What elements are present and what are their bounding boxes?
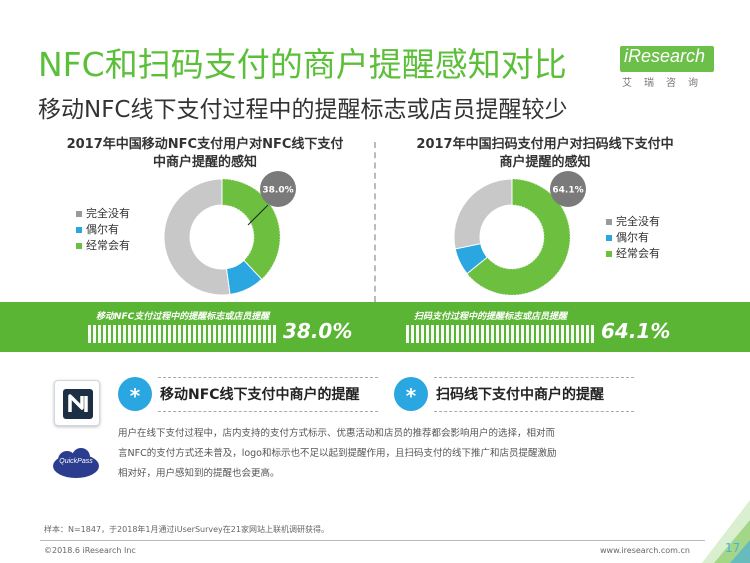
legend-label: 完全没有 (86, 207, 130, 220)
legend-item: 完全没有 (76, 206, 130, 222)
page-number: 17 (725, 541, 741, 555)
stat-nfc-value: 38.0% (283, 319, 353, 343)
chart-divider (374, 142, 376, 302)
legend-label: 偶尔有 (616, 231, 649, 244)
chart2-legend: 完全没有 偶尔有 经常会有 (606, 214, 660, 262)
chart2-title: 2017年中国扫码支付用户对扫码线下支付中 商户提醒的感知 (380, 136, 710, 172)
feature-divider-bottom (434, 411, 634, 412)
description-line: 用户在线下支付过程中，店内支持的支付方式标示、优惠活动和店员的推荐都会影响用户的… (118, 428, 556, 439)
stat-qr-label: 扫码支付过程中的提醒标志或店员提醒 (414, 312, 568, 322)
chart1-title: 2017年中国移动NFC支付用户对NFC线下支付 中商户提醒的感知 (40, 136, 370, 172)
feature-divider-bottom (158, 411, 378, 412)
badge-leader-line (247, 204, 269, 226)
value-badge: 64.1% (550, 171, 586, 207)
page-subtitle: 移动NFC线下支付过程中的提醒标志或店员提醒较少 (38, 97, 568, 123)
feature-qr-label: 扫码线下支付中商户的提醒 (436, 387, 604, 403)
legend-swatch-blue (76, 227, 82, 233)
corner-decoration (702, 500, 750, 563)
logo-brand: iResearch (624, 46, 706, 66)
legend-label: 偶尔有 (86, 223, 119, 236)
stat-nfc: 移动NFC支付过程中的提醒标志或店员提醒 38.0% (88, 306, 378, 346)
stat-qr-bar (406, 325, 596, 343)
legend-label: 经常会有 (616, 247, 660, 260)
value-badge-circle (550, 171, 586, 207)
chart2-title-line1: 2017年中国扫码支付用户对扫码线下支付中 (416, 137, 674, 152)
legend-item: 经常会有 (606, 246, 660, 262)
legend-item: 经常会有 (76, 238, 130, 254)
iresearch-logo: iResearch 艾瑞咨询 (612, 40, 722, 90)
legend-swatch-blue (606, 235, 612, 241)
legend-swatch-green (606, 251, 612, 257)
chart2-title-line2: 商户提醒的感知 (499, 155, 591, 170)
logo-badge (620, 46, 714, 72)
quickpass-text: QuickPass (59, 458, 93, 465)
feature-divider-top (434, 377, 634, 378)
feature-nfc: * 移动NFC线下支付中商户的提醒 (118, 377, 378, 412)
asterisk-icon: * (118, 377, 152, 411)
feature-nfc-label: 移动NFC线下支付中商户的提醒 (160, 387, 360, 403)
feature-divider-top (158, 377, 378, 378)
legend-label: 完全没有 (616, 215, 660, 228)
nfc-icon (54, 380, 100, 426)
description-line: 相对好，用户感知到的提醒也会更高。 (118, 468, 280, 479)
description-line: 言NFC的支付方式还未普及，logo和标示也不足以起到提醒作用，且扫码支付的线下… (118, 448, 557, 459)
chart1-donut: 38.0% (163, 171, 296, 296)
website-link[interactable]: www.iresearch.com.cn (600, 546, 690, 555)
stat-nfc-bar (88, 325, 278, 343)
stat-qr-value: 64.1% (601, 319, 671, 343)
copyright: ©2018.6 iResearch Inc (44, 546, 136, 555)
footer-divider (40, 540, 705, 541)
value-badge-circle (260, 171, 296, 207)
legend-item: 偶尔有 (76, 222, 130, 238)
legend-label: 经常会有 (86, 239, 130, 252)
chart2-donut: 64.1% (453, 171, 586, 296)
legend-swatch-green (76, 243, 82, 249)
chart1-legend: 完全没有 偶尔有 经常会有 (76, 206, 130, 254)
page-title: NFC和扫码支付的商户提醒感知对比 (38, 45, 567, 84)
legend-swatch-gray (76, 211, 82, 217)
legend-item: 偶尔有 (606, 230, 660, 246)
legend-item: 完全没有 (606, 214, 660, 230)
donut-slice-经常会有 (221, 178, 281, 280)
value-badge-text: 38.0% (262, 186, 293, 196)
sample-note: 样本：N=1847，于2018年1月通过iUserSurvey在21家网站上联机… (44, 525, 329, 534)
asterisk-icon: * (394, 377, 428, 411)
chart1-title-line2: 中商户提醒的感知 (152, 155, 257, 170)
donut-slice-完全没有 (453, 178, 513, 250)
feature-qr: * 扫码线下支付中商户的提醒 (394, 377, 634, 412)
description: 用户在线下支付过程中，店内支持的支付方式标示、优惠活动和店员的推荐都会影响用户的… (118, 424, 618, 484)
quickpass-icon: QuickPass (51, 448, 101, 480)
legend-swatch-gray (606, 219, 612, 225)
donut-slice-完全没有 (163, 178, 231, 296)
logo-subtext: 艾瑞咨询 (622, 78, 710, 89)
value-badge-text: 64.1% (552, 186, 583, 196)
value-badge: 38.0% (247, 171, 296, 226)
chart1-title-line1: 2017年中国移动NFC支付用户对NFC线下支付 (66, 137, 344, 152)
stat-qr: 扫码支付过程中的提醒标志或店员提醒 64.1% (406, 306, 696, 346)
stat-nfc-label: 移动NFC支付过程中的提醒标志或店员提醒 (96, 312, 270, 322)
donut-slice-经常会有 (466, 178, 571, 296)
